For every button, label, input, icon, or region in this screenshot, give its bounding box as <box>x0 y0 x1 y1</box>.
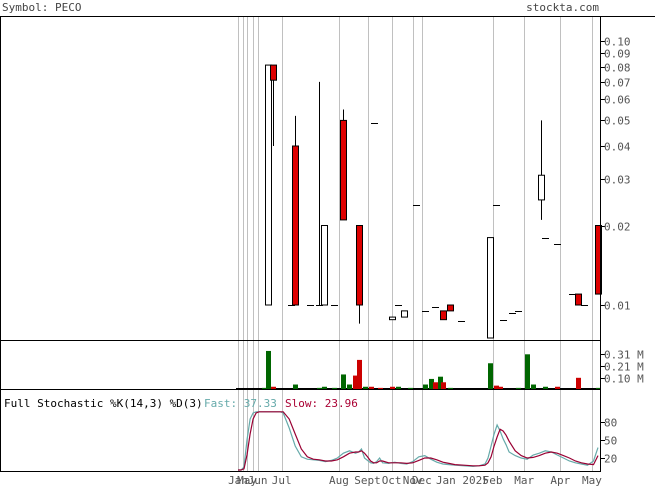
volume-bar-up <box>596 387 601 389</box>
candle-up <box>389 316 396 321</box>
volume-bar-down <box>555 386 560 389</box>
volume-bar-up <box>438 376 443 389</box>
month-label: Oct <box>382 474 402 486</box>
stochastic-tick-label: 20 <box>604 453 617 466</box>
volume-bar-up <box>448 387 453 389</box>
volume-bar-up <box>429 378 434 389</box>
volume-bar-down <box>441 382 446 389</box>
volume-bar-up <box>262 387 267 389</box>
volume-panel <box>236 350 601 389</box>
candle-down <box>356 225 363 306</box>
candle-down <box>270 64 277 81</box>
volume-bar-up <box>396 386 401 389</box>
price-tick-label: 0.10 <box>604 36 631 49</box>
candle-up <box>538 174 545 201</box>
price-panel <box>265 64 602 339</box>
price-tick-label: 0.03 <box>604 174 631 187</box>
stochastic-tick-label: 80 <box>604 417 617 430</box>
stochastic-slow-label: Slow: 23.96 <box>285 397 358 410</box>
month-label: Aug <box>329 474 349 486</box>
volume-bar-up <box>488 363 493 389</box>
month-label: Nov <box>403 474 423 486</box>
month-label: Jul <box>272 474 292 486</box>
volume-bar-up <box>322 386 327 389</box>
price-tick-label: 0.09 <box>604 48 631 61</box>
volume-bar-down <box>369 386 374 389</box>
stochastic-slow-line <box>238 411 599 471</box>
month-label: Apr <box>550 474 570 486</box>
volume-bar-down <box>494 385 499 389</box>
volume-bar-down <box>353 375 358 389</box>
price-tick-label: 0.04 <box>604 141 631 154</box>
price-tick-label: 0.01 <box>604 300 631 313</box>
price-tick-label: 0.02 <box>604 221 631 234</box>
candle-up <box>401 310 408 318</box>
volume-tick-label: 0.10 M <box>604 373 644 386</box>
axis-labels: 0.100.090.08 0.07 0.06 0.05 0.04 0.03 0.02 0.01… <box>228 36 644 486</box>
candle-down <box>595 225 602 295</box>
volume-bar-up <box>423 384 428 389</box>
volume-bar-up <box>543 386 548 389</box>
source-label: stockta.com <box>526 1 599 14</box>
volume-bar-up <box>332 387 337 389</box>
month-label: Mar <box>514 474 534 486</box>
candle-up <box>487 237 494 339</box>
volume-bar-up <box>347 384 352 389</box>
month-label: Jun <box>248 474 268 486</box>
volume-bar-down <box>378 387 383 389</box>
candle-up <box>321 225 328 306</box>
symbol-label: Symbol: PECO <box>2 1 81 14</box>
candle-up <box>265 64 272 306</box>
month-label: Jan <box>228 474 248 486</box>
stochastic-title: Full Stochastic %K(14,3) %D(3) <box>4 397 203 410</box>
stochastic-fast-label: Fast: 37.33 <box>204 397 277 410</box>
volume-bar-down <box>576 377 581 389</box>
volume-bar-up <box>516 387 521 389</box>
candle-down <box>575 293 582 306</box>
month-label: May <box>237 474 257 486</box>
price-tick-label: 0.07 <box>604 77 631 90</box>
price-tick-label: 0.08 <box>604 62 631 75</box>
month-label: Feb <box>483 474 503 486</box>
candle-down <box>440 310 447 321</box>
volume-bar-up <box>408 387 413 389</box>
month-label: Sept <box>354 474 381 486</box>
volume-bar-down <box>357 359 362 389</box>
volume-bar-down <box>390 386 395 389</box>
candle-down <box>340 119 347 221</box>
volume-tick-label: 0.31 M <box>604 349 644 362</box>
candle-down <box>447 304 454 312</box>
stochastic-panel <box>238 411 599 471</box>
volume-bar-up <box>341 374 346 389</box>
volume-bar-up <box>266 350 271 389</box>
volume-bar-up <box>293 384 298 389</box>
volume-bar-up <box>525 354 530 389</box>
volume-bar-up <box>317 387 322 389</box>
volume-bar-up <box>363 386 368 389</box>
stochastic-tick-label: 50 <box>604 435 617 448</box>
price-tick-label: 0.06 <box>604 94 631 107</box>
volume-bar-up <box>531 384 536 389</box>
volume-tick-label: 0.21 M <box>604 361 644 374</box>
volume-bar-down <box>271 386 276 389</box>
candle-down <box>292 145 299 306</box>
volume-bar-down <box>498 386 503 389</box>
month-label: May <box>582 474 602 486</box>
price-tick-label: 0.05 <box>604 115 631 128</box>
month-label: Dec <box>412 474 432 486</box>
volume-bar-down <box>433 382 438 389</box>
month-label: Jan 2025 <box>436 474 489 486</box>
